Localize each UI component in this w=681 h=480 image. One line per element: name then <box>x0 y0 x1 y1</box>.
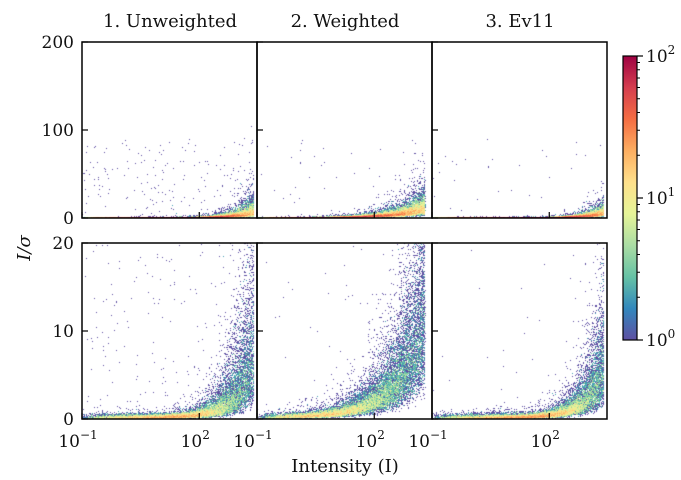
colorbar-gradient <box>622 55 638 341</box>
panel-top-3 <box>431 41 608 219</box>
colorbar: 100 101 102 <box>622 43 675 351</box>
colorbar-tick-label: 102 <box>646 43 675 67</box>
y-axis-label: I/σ <box>14 235 35 262</box>
y-tick-label: 10 <box>52 322 74 342</box>
panel-bottom-3 <box>431 242 608 420</box>
density-map <box>432 42 607 218</box>
y-tick-labels: 0 100 200 0 10 20 <box>42 33 74 430</box>
x-tick-labels: 10−1 102 10−1 102 10−1 102 <box>58 428 560 452</box>
y-tick-label: 0 <box>63 410 74 430</box>
x-tick-label: 102 <box>181 428 210 452</box>
colorbar-tick-label: 101 <box>646 185 675 209</box>
panel-title-unweighted: 1. Unweighted <box>103 11 237 32</box>
panel-bottom-2 <box>256 242 433 420</box>
density-map <box>257 243 432 419</box>
colorbar-tick-label: 100 <box>646 327 675 351</box>
y-tick-label: 20 <box>52 234 74 254</box>
x-axis-label-text: Intensity (I) <box>291 456 398 477</box>
x-axis-label: Intensity (I) <box>291 456 398 477</box>
density-map <box>82 243 257 419</box>
x-tick-label: 10−1 <box>408 428 447 452</box>
panel-title-weighted: 2. Weighted <box>291 11 400 32</box>
x-tick-label: 10−1 <box>233 428 272 452</box>
density-map <box>82 42 257 218</box>
panel-title-ev11: 3. Ev11 <box>485 11 554 32</box>
density-map <box>257 42 432 218</box>
x-tick-label: 10−1 <box>58 428 97 452</box>
density-map <box>432 243 607 419</box>
panel-bottom-1 <box>81 242 258 420</box>
y-tick-label: 200 <box>42 33 74 53</box>
x-tick-label: 102 <box>531 428 560 452</box>
y-tick-label: 100 <box>42 121 74 141</box>
panels <box>81 41 608 420</box>
panel-top-2 <box>256 41 433 219</box>
y-tick-label: 0 <box>63 209 74 229</box>
panel-top-1 <box>81 41 258 219</box>
x-tick-label: 102 <box>356 428 385 452</box>
